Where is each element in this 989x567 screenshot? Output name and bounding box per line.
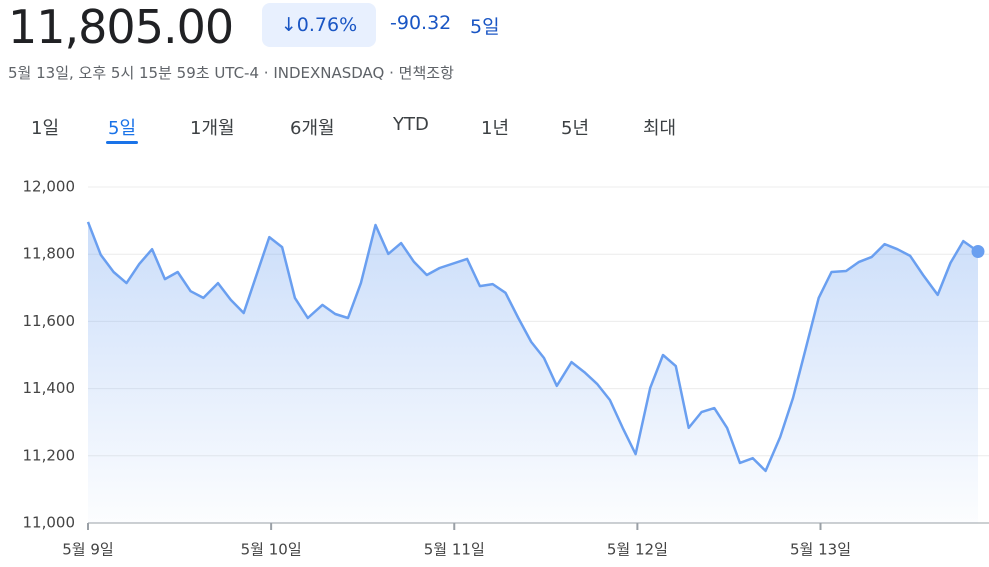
range-tab[interactable]: 5일 bbox=[108, 118, 137, 139]
period: 5일 bbox=[470, 16, 500, 38]
last-point bbox=[971, 245, 985, 259]
x-tick-label: 5월 11일 bbox=[424, 541, 485, 559]
y-tick-label: 11,000 bbox=[23, 514, 76, 532]
y-tick-label: 11,400 bbox=[23, 379, 76, 397]
y-tick-label: 11,600 bbox=[23, 312, 76, 330]
y-tick-label: 12,000 bbox=[23, 178, 76, 196]
x-tick-label: 5월 10일 bbox=[241, 541, 302, 559]
change: -90.32 bbox=[390, 12, 452, 34]
x-tick-label: 5월 9일 bbox=[62, 541, 113, 559]
area-fill bbox=[88, 221, 978, 523]
tab-underline bbox=[106, 141, 138, 144]
range-tab[interactable]: 1개월 bbox=[190, 118, 235, 139]
range-tab[interactable]: 1일 bbox=[31, 118, 60, 139]
range-tab[interactable]: 5년 bbox=[561, 118, 590, 139]
range-tab[interactable]: 최대 bbox=[643, 118, 677, 139]
change-percent: ↓0.76% bbox=[262, 3, 376, 47]
subtitle: 5월 13일, 오후 5시 15분 59초 UTC-4 · INDEXNASDA… bbox=[8, 64, 454, 82]
y-tick-label: 11,800 bbox=[23, 245, 76, 263]
range-tab[interactable]: 6개월 bbox=[290, 118, 335, 139]
price-line bbox=[86, 221, 979, 473]
price: 11,805.00 bbox=[8, 0, 234, 54]
x-tick-label: 5월 13일 bbox=[790, 541, 851, 559]
range-tab[interactable]: 1년 bbox=[481, 118, 510, 139]
y-tick-label: 11,200 bbox=[23, 446, 76, 464]
x-tick-label: 5월 12일 bbox=[607, 541, 668, 559]
range-tab[interactable]: YTD bbox=[393, 114, 429, 135]
